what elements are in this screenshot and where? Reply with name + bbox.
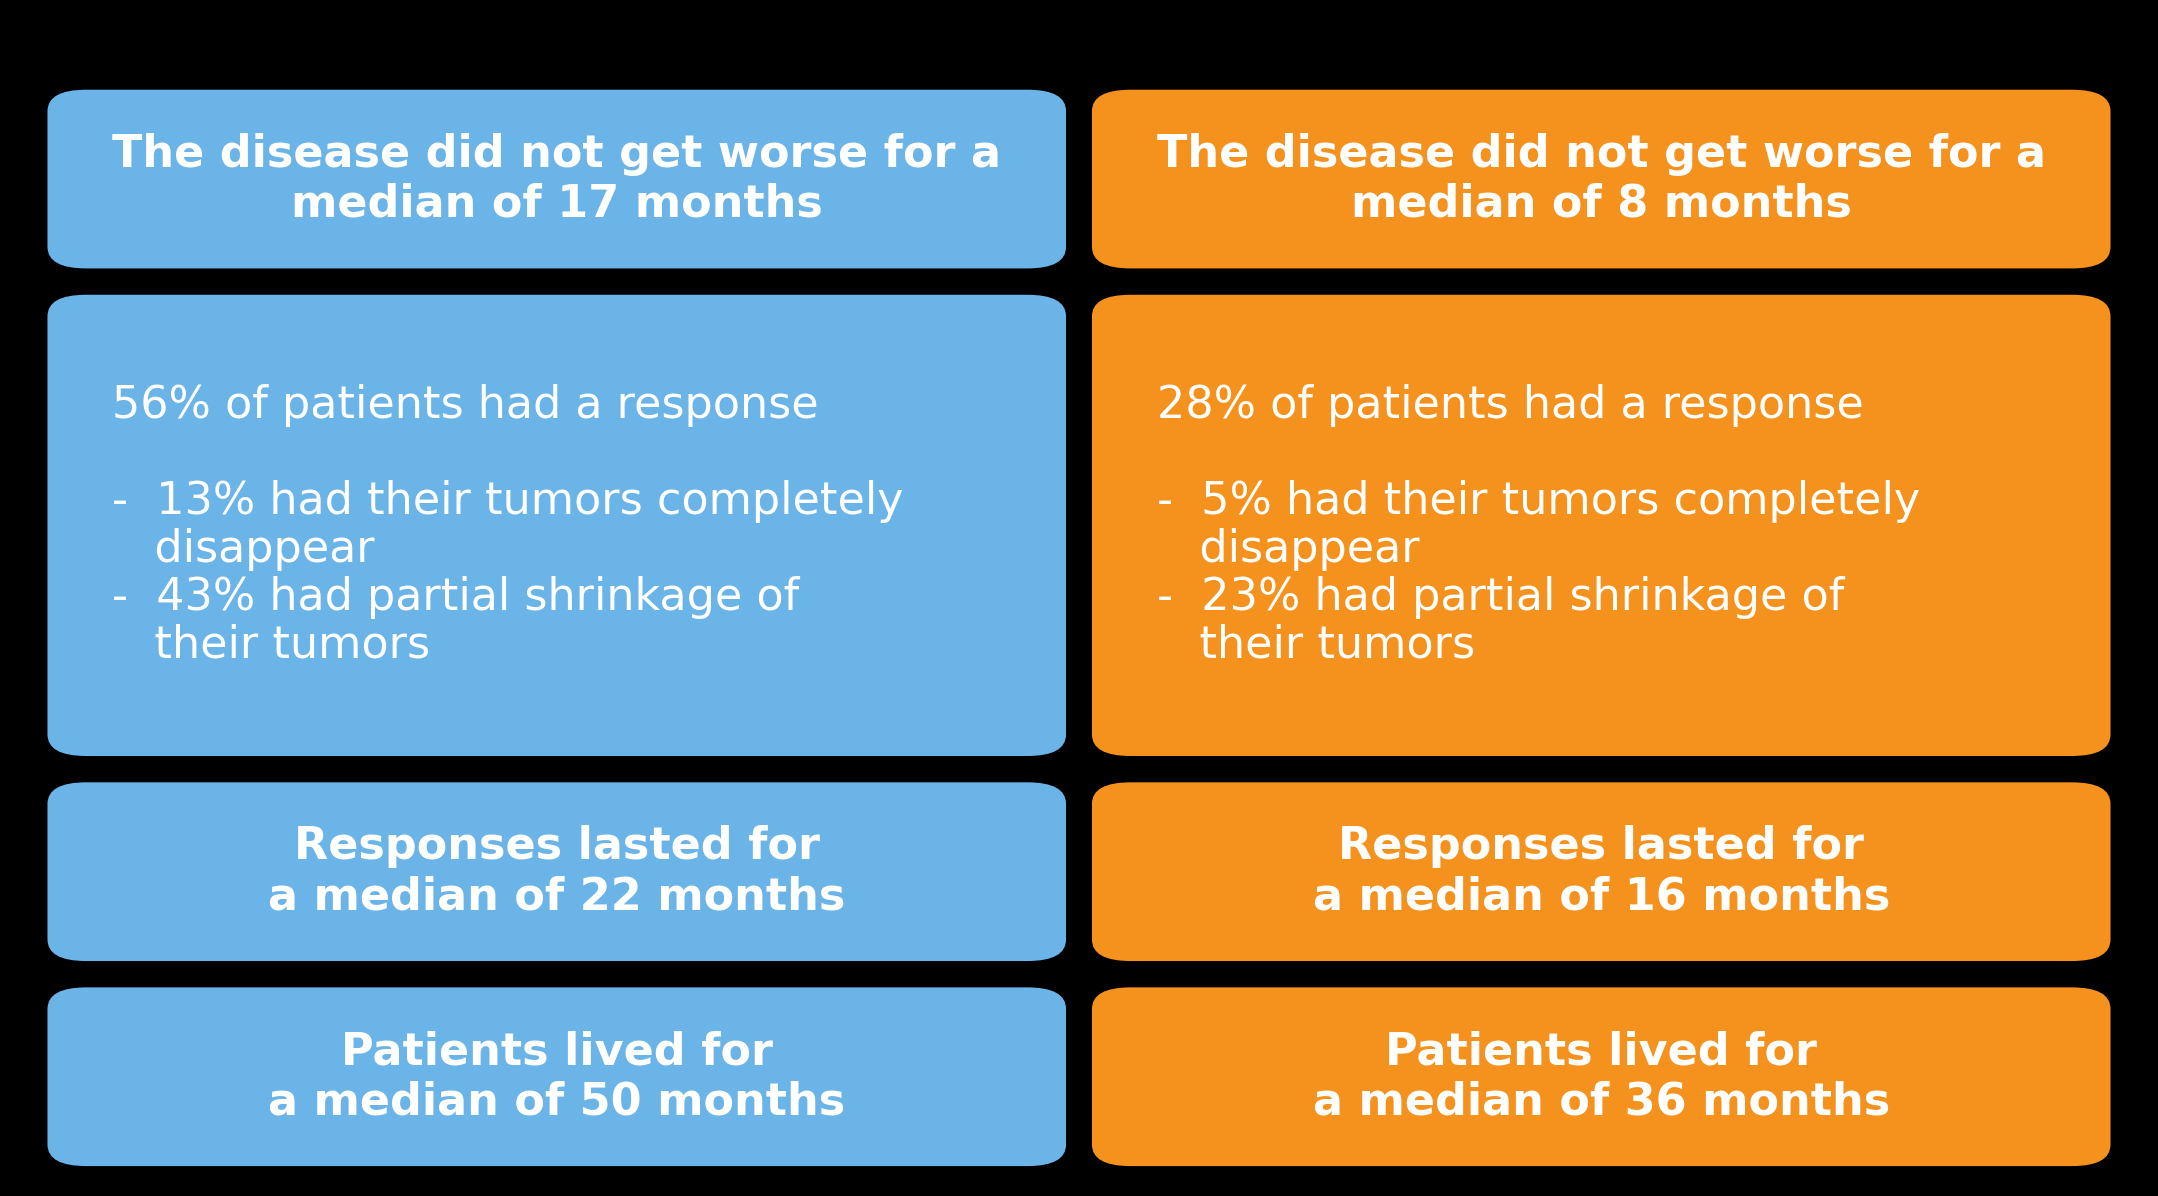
Text: -  43% had partial shrinkage of: - 43% had partial shrinkage of xyxy=(112,576,798,618)
Text: The disease did not get worse for a
median of 8 months: The disease did not get worse for a medi… xyxy=(1157,133,2046,226)
Text: their tumors: their tumors xyxy=(112,624,429,667)
Text: The disease did not get worse for a
median of 17 months: The disease did not get worse for a medi… xyxy=(112,133,1001,226)
Text: Responses lasted for
a median of 16 months: Responses lasted for a median of 16 mont… xyxy=(1312,825,1890,919)
Text: Responses lasted for
a median of 22 months: Responses lasted for a median of 22 mont… xyxy=(268,825,846,919)
Text: disappear: disappear xyxy=(112,527,375,570)
Text: their tumors: their tumors xyxy=(1157,624,1474,667)
FancyBboxPatch shape xyxy=(47,782,1066,962)
FancyBboxPatch shape xyxy=(47,90,1066,268)
FancyBboxPatch shape xyxy=(1092,782,2111,962)
FancyBboxPatch shape xyxy=(1092,90,2111,268)
FancyBboxPatch shape xyxy=(47,294,1066,756)
Text: disappear: disappear xyxy=(1157,527,1420,570)
Text: Patients lived for
a median of 36 months: Patients lived for a median of 36 months xyxy=(1312,1030,1890,1123)
FancyBboxPatch shape xyxy=(47,988,1066,1166)
Text: -  23% had partial shrinkage of: - 23% had partial shrinkage of xyxy=(1157,576,1845,618)
FancyBboxPatch shape xyxy=(1092,988,2111,1166)
Text: -  13% had their tumors completely: - 13% had their tumors completely xyxy=(112,480,904,523)
Text: 28% of patients had a response: 28% of patients had a response xyxy=(1157,384,1865,427)
FancyBboxPatch shape xyxy=(1092,294,2111,756)
Text: Patients lived for
a median of 50 months: Patients lived for a median of 50 months xyxy=(268,1030,846,1123)
Text: 56% of patients had a response: 56% of patients had a response xyxy=(112,384,818,427)
Text: -  5% had their tumors completely: - 5% had their tumors completely xyxy=(1157,480,1921,523)
